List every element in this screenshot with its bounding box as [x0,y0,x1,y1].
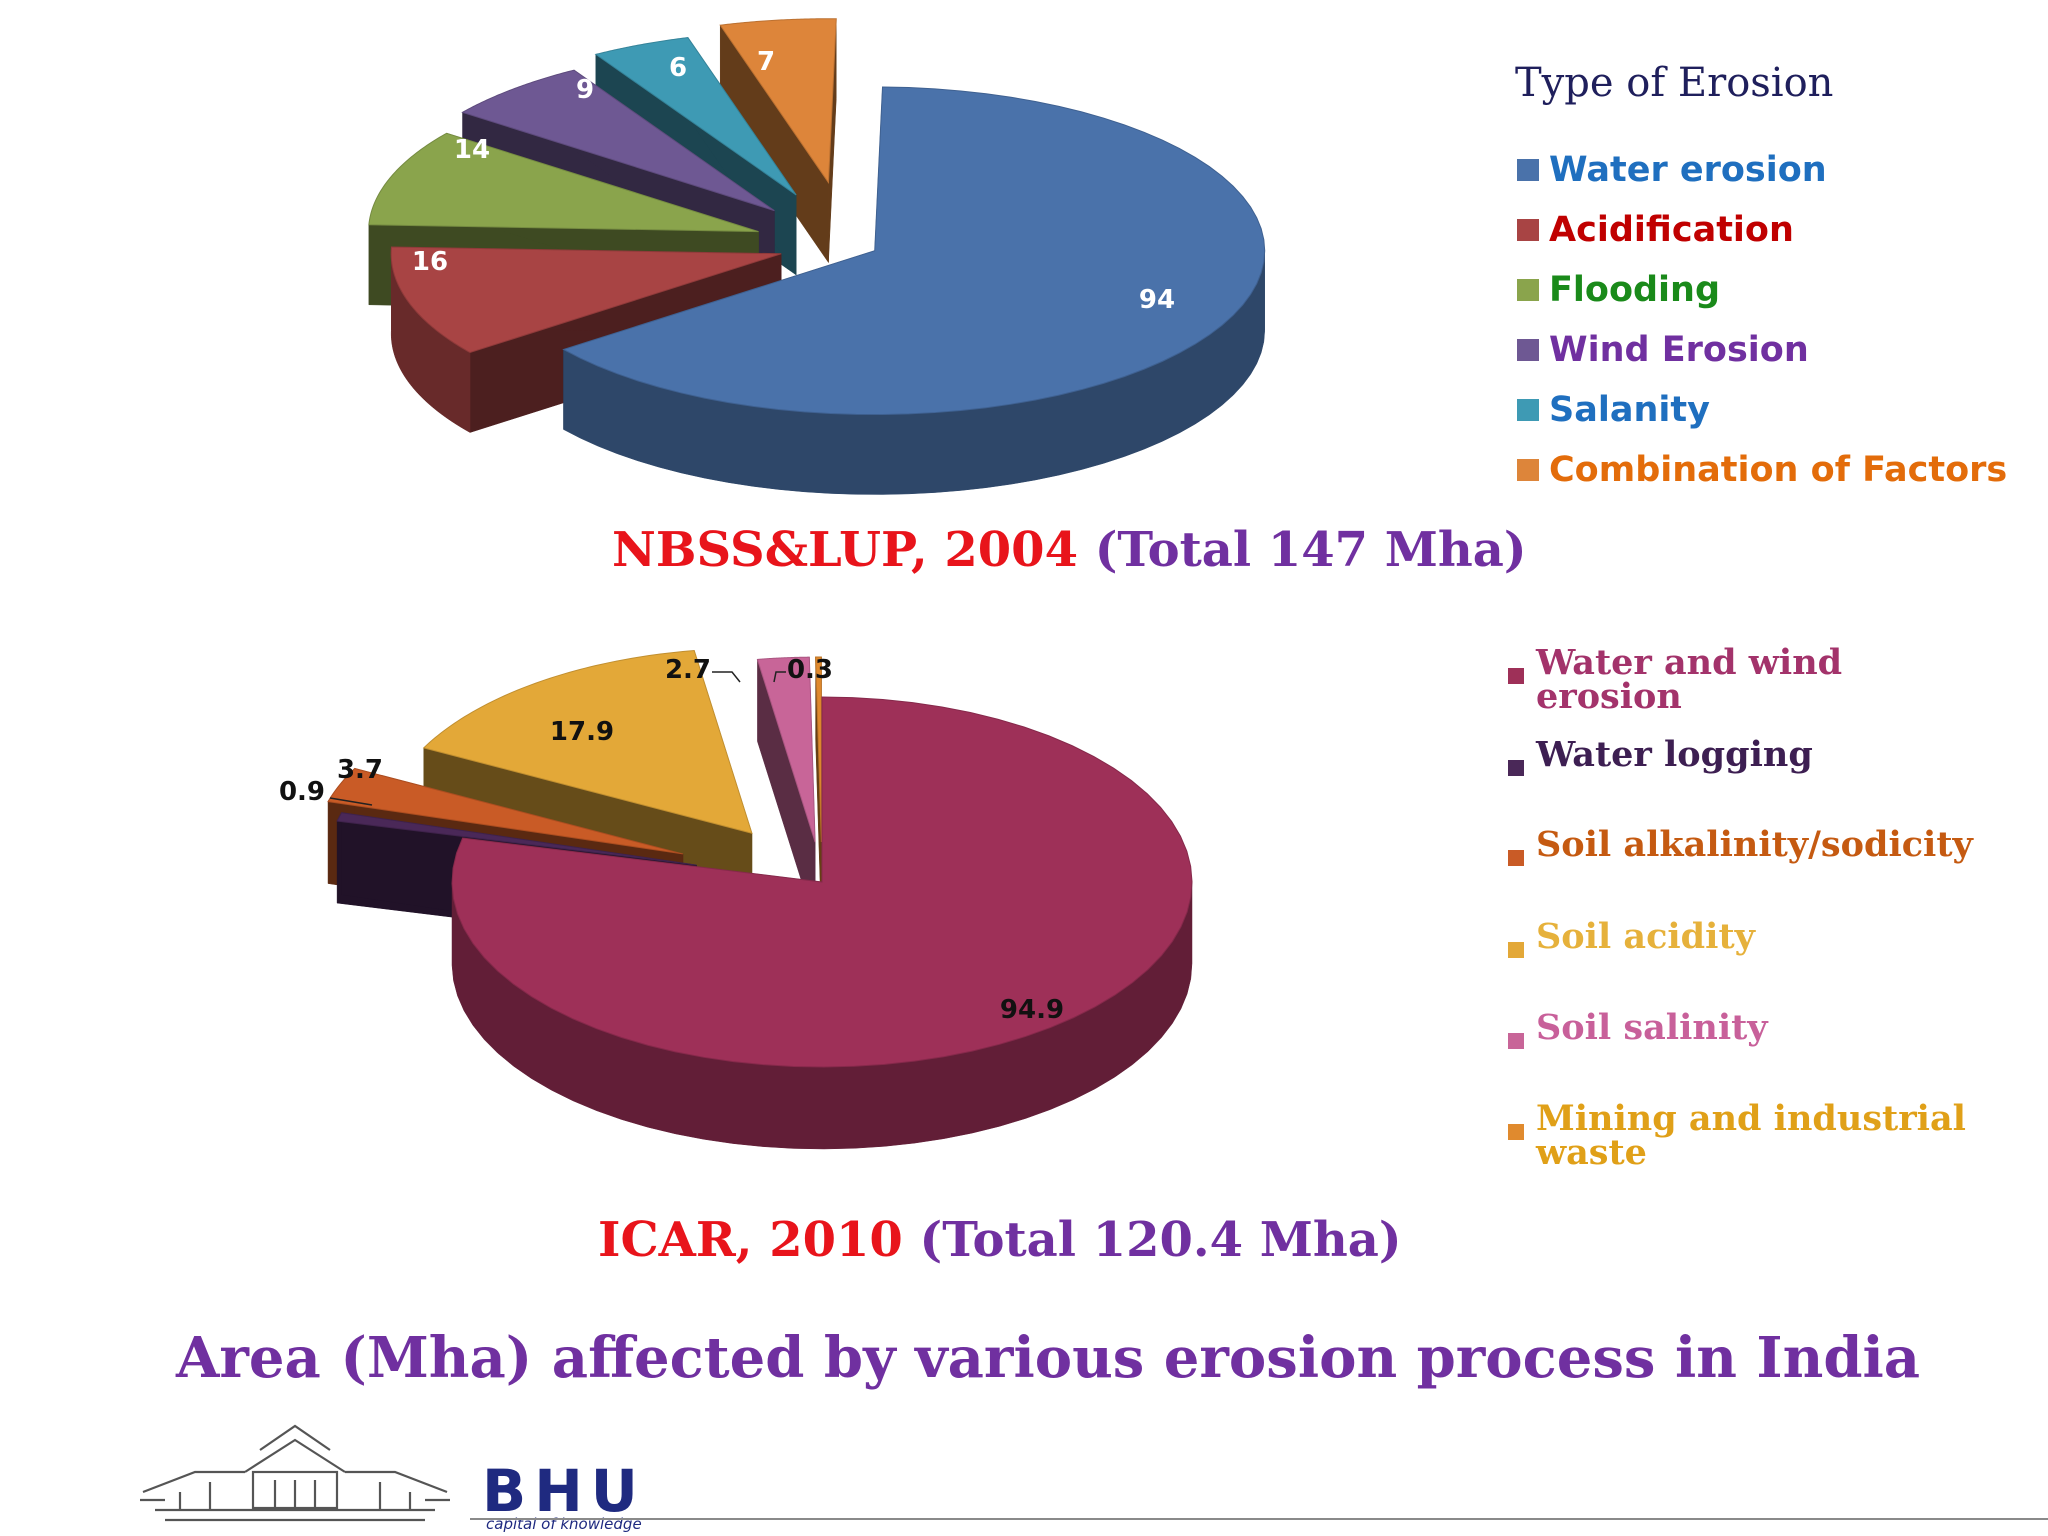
legend-label: Flooding [1549,270,1721,310]
legend-swatch [1517,159,1539,181]
legend-title: Type of Erosion [1515,60,1834,106]
legend-label: Soil salinity [1536,1007,1768,1048]
pie-slice-water-erosion [562,86,1266,495]
legend-label: Salanity [1549,390,1710,430]
data-label-water-and-wind-erosion: 94.9 [1000,995,1064,1025]
data-label-water-logging: 0.9 [279,777,325,807]
chart1-source: NBSS&LUP, 2004 [612,522,1078,578]
legend-label: Soil acidity [1536,916,1755,957]
legend-item-acidification: Acidification [1517,200,2007,260]
legend-item-water-and-wind-erosion: Water and wind erosion [1508,642,1986,717]
legend-item-wind-erosion: Wind Erosion [1517,320,2007,380]
pie-slice-water-and-wind-erosion [451,696,1193,1150]
leader-line [329,797,373,806]
leader-line [773,671,786,683]
legend-swatch [1517,399,1539,421]
data-label-soil-alkalinity-sodicity: 3.7 [337,755,383,785]
pie-slice-soil-salinity [756,656,816,925]
legend-label: Water erosion [1549,150,1827,190]
legend-label: Mining and industrial waste [1536,1098,1966,1173]
legend-label: Wind Erosion [1549,330,1809,370]
leader-line [712,671,741,683]
pie-chart-nbss: 94 16 14 9 6 7 [368,18,1266,495]
legend-swatch [1508,668,1524,684]
chart1-total: (Total 147 Mha) [1094,522,1527,578]
legend-swatch [1508,942,1524,958]
legend-item-soil-alkalinity-sodicity: Soil alkalinity/sodicity [1508,824,1986,866]
legend-label: Water and wind erosion [1536,642,1843,717]
chart2-total: (Total 120.4 Mha) [919,1212,1402,1268]
chart2-source: ICAR, 2010 [598,1212,903,1268]
footer-divider [470,1518,2048,1520]
legend-label: Soil alkalinity/sodicity [1536,824,1973,865]
chart2-caption: ICAR, 2010 (Total 120.4 Mha) [598,1212,1402,1268]
legend-swatch [1517,279,1539,301]
slide-title: Area (Mha) affected by various erosion p… [175,1325,1921,1391]
legend-nbss: Water erosion Acidification Flooding Wind E… [1517,140,2007,500]
legend-item-mining-and-industrial-waste: Mining and industrial waste [1508,1098,1986,1173]
legend-swatch [1508,1124,1524,1140]
chart1-caption: NBSS&LUP, 2004 (Total 147 Mha) [612,522,1527,578]
legend-item-water-logging: Water logging [1508,734,1986,776]
data-label-salanity: 6 [669,53,687,83]
legend-swatch [1517,219,1539,241]
data-label-acidification: 16 [412,247,448,277]
data-label-wind-erosion: 9 [576,75,594,105]
legend-swatch [1508,1033,1524,1049]
legend-item-flooding: Flooding [1517,260,2007,320]
legend-swatch [1517,339,1539,361]
bhu-building-icon [140,1424,450,1522]
data-label-combination-of-factors: 7 [757,47,775,77]
data-label-soil-salinity: 2.7 [665,655,711,685]
legend-item-salanity: Salanity [1517,380,2007,440]
data-label-soil-acidity: 17.9 [550,717,614,747]
legend-swatch [1508,850,1524,866]
legend-swatch [1508,760,1524,776]
legend-label: Water logging [1536,734,1813,775]
bhu-logo-tagline: capital of knowledge [486,1515,642,1533]
data-label-flooding: 14 [454,135,490,165]
legend-swatch [1517,459,1539,481]
pie-slice-combination-of-factors [719,18,837,264]
data-label-mining-and-industrial-waste: 0.3 [787,655,833,685]
legend-item-combination-of-factors: Combination of Factors [1517,440,2007,500]
data-label-water-erosion: 94 [1139,285,1175,315]
pie-chart-icar: 94.9 0.9 3.7 17.9 2.7 0.3 [279,650,1193,1150]
legend-label: Combination of Factors [1549,450,2008,490]
legend-item-soil-acidity: Soil acidity [1508,916,1986,958]
bhu-logo-text: BHU [482,1457,646,1525]
legend-item-water-erosion: Water erosion [1517,140,2007,200]
legend-item-soil-salinity: Soil salinity [1508,1007,1986,1049]
legend-label: Acidification [1549,210,1794,250]
